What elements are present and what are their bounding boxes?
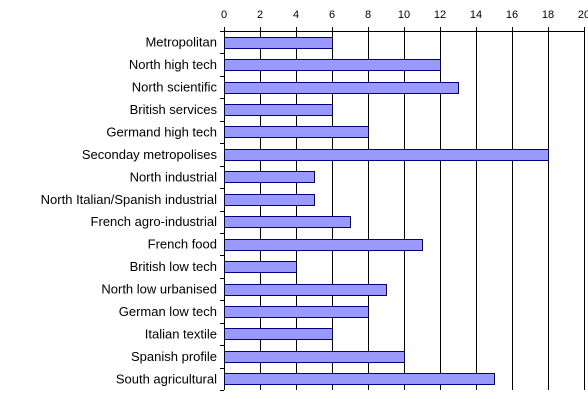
x-tick-label: 12 — [434, 9, 446, 21]
x-tick-label: 4 — [293, 9, 299, 21]
x-tick-label: 2 — [257, 9, 263, 21]
category-label: North scientific — [132, 80, 218, 95]
bar — [225, 127, 369, 138]
bar — [225, 352, 405, 363]
category-label: German low tech — [119, 304, 217, 319]
x-tick-label: 6 — [329, 9, 335, 21]
bar — [225, 195, 315, 206]
category-label: French agro-industrial — [91, 214, 218, 229]
x-tick-label: 14 — [470, 9, 482, 21]
bar — [225, 150, 549, 161]
category-label: Seconday metropolises — [82, 147, 218, 162]
category-label: South agricultural — [116, 371, 217, 386]
x-tick-label: 8 — [365, 9, 371, 21]
x-tick-label: 18 — [542, 9, 554, 21]
category-label: Germand high tech — [106, 124, 217, 139]
bar — [225, 83, 459, 94]
x-tick-label: 20 — [578, 9, 588, 21]
bar — [225, 285, 387, 296]
bar — [225, 329, 333, 340]
bar — [225, 307, 369, 318]
bar — [225, 60, 441, 71]
bar — [225, 374, 495, 385]
category-label: British low tech — [130, 259, 217, 274]
category-label: French food — [148, 237, 217, 252]
category-label: North Italian/Spanish industrial — [41, 192, 217, 207]
x-tick-label: 16 — [506, 9, 518, 21]
x-tick-label: 10 — [398, 9, 410, 21]
bars — [225, 38, 549, 385]
category-label: Spanish profile — [131, 349, 217, 364]
category-label: Metropolitan — [145, 35, 217, 50]
bar — [225, 240, 423, 251]
bar — [225, 262, 297, 273]
category-label: British services — [130, 102, 218, 117]
category-label: Italian textile — [145, 326, 217, 341]
x-tick-label: 0 — [221, 9, 227, 21]
bar — [225, 105, 333, 116]
tick-labels: 0 2 4 6 8 10 12 14 16 18 20 — [221, 9, 588, 21]
category-labels: Metropolitan North high tech North scienti… — [41, 35, 218, 387]
bar — [225, 38, 333, 49]
category-label: North low urbanised — [101, 282, 217, 297]
category-label: North high tech — [129, 57, 217, 72]
bar — [225, 217, 351, 228]
category-label: North industrial — [130, 169, 218, 184]
bar — [225, 172, 315, 183]
